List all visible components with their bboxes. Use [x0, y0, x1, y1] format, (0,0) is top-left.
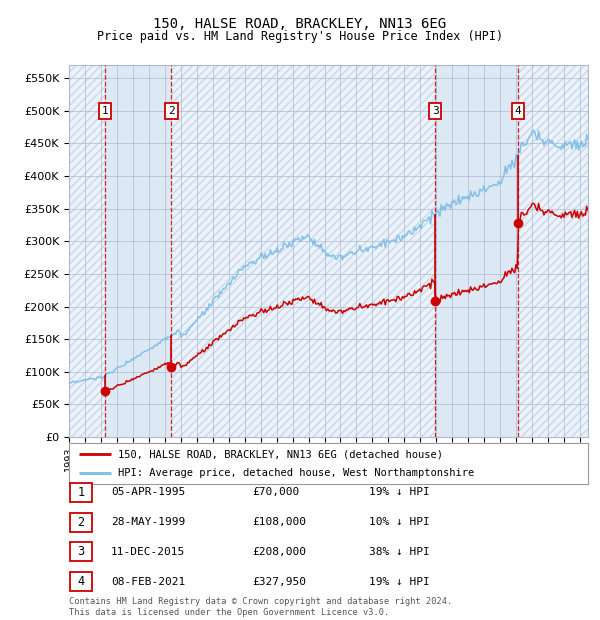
Text: £327,950: £327,950 — [252, 577, 306, 587]
Text: HPI: Average price, detached house, West Northamptonshire: HPI: Average price, detached house, West… — [118, 467, 475, 478]
Text: 3: 3 — [77, 546, 85, 558]
Text: 19% ↓ HPI: 19% ↓ HPI — [369, 577, 430, 587]
FancyBboxPatch shape — [69, 443, 588, 484]
Text: Contains HM Land Registry data © Crown copyright and database right 2024.
This d: Contains HM Land Registry data © Crown c… — [69, 598, 452, 617]
Bar — [69, 65, 105, 437]
FancyBboxPatch shape — [70, 542, 92, 561]
Bar — [105, 65, 172, 437]
Text: 150, HALSE ROAD, BRACKLEY, NN13 6EG: 150, HALSE ROAD, BRACKLEY, NN13 6EG — [154, 17, 446, 32]
FancyBboxPatch shape — [70, 513, 92, 531]
Text: 19% ↓ HPI: 19% ↓ HPI — [369, 487, 430, 497]
Text: 08-FEB-2021: 08-FEB-2021 — [111, 577, 185, 587]
Bar — [518, 65, 588, 437]
Text: 05-APR-1995: 05-APR-1995 — [111, 487, 185, 497]
Text: £208,000: £208,000 — [252, 547, 306, 557]
Bar — [172, 65, 436, 437]
FancyBboxPatch shape — [70, 572, 92, 591]
Text: 1: 1 — [102, 106, 109, 116]
Text: £108,000: £108,000 — [252, 517, 306, 527]
Bar — [69, 65, 105, 437]
Text: 150, HALSE ROAD, BRACKLEY, NN13 6EG (detached house): 150, HALSE ROAD, BRACKLEY, NN13 6EG (det… — [118, 449, 443, 459]
Text: 38% ↓ HPI: 38% ↓ HPI — [369, 547, 430, 557]
Bar — [436, 65, 518, 437]
Text: 4: 4 — [515, 106, 521, 116]
Text: 2: 2 — [77, 516, 85, 528]
Text: 4: 4 — [77, 575, 85, 588]
Text: 2: 2 — [168, 106, 175, 116]
Text: 1: 1 — [77, 486, 85, 498]
Text: £70,000: £70,000 — [252, 487, 299, 497]
Text: Price paid vs. HM Land Registry's House Price Index (HPI): Price paid vs. HM Land Registry's House … — [97, 30, 503, 43]
FancyBboxPatch shape — [70, 483, 92, 502]
Text: 28-MAY-1999: 28-MAY-1999 — [111, 517, 185, 527]
Text: 11-DEC-2015: 11-DEC-2015 — [111, 547, 185, 557]
Text: 3: 3 — [432, 106, 439, 116]
Text: 10% ↓ HPI: 10% ↓ HPI — [369, 517, 430, 527]
Bar — [172, 65, 436, 437]
Bar — [518, 65, 588, 437]
